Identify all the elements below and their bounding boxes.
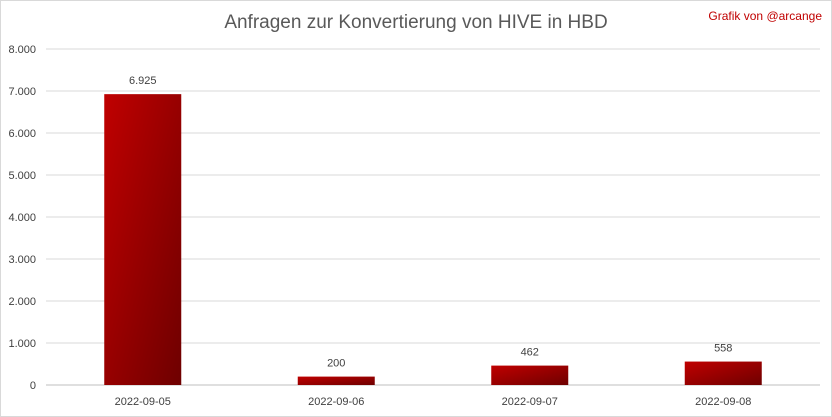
- bar: [684, 361, 762, 385]
- x-axis-ticks: 2022-09-05 2022-09-06 2022-09-07 2022-09-08: [115, 396, 752, 408]
- y-tick-label: 0: [30, 380, 36, 392]
- data-label: 200: [327, 358, 345, 370]
- x-tick-label: 2022-09-06: [308, 396, 364, 408]
- y-tick-label: 7.000: [8, 86, 36, 98]
- bar: [297, 376, 375, 385]
- bar: [104, 94, 182, 386]
- bar: [491, 365, 569, 385]
- y-tick-label: 6.000: [8, 128, 36, 140]
- y-axis-ticks: 0 1.000 2.000 3.000 4.000 5.000 6.000 7.000 8.00…: [8, 44, 36, 392]
- data-label: 462: [521, 347, 539, 359]
- x-tick-label: 2022-09-07: [502, 396, 558, 408]
- y-tick-label: 8.000: [8, 44, 36, 56]
- y-tick-label: 2.000: [8, 296, 36, 308]
- y-tick-label: 5.000: [8, 170, 36, 182]
- chart-credit: Grafik von @arcange: [708, 9, 822, 23]
- data-labels: 6.925 200 462 558: [129, 75, 732, 369]
- y-tick-label: 3.000: [8, 254, 36, 266]
- bars: [104, 94, 762, 386]
- y-tick-label: 4.000: [8, 212, 36, 224]
- data-label: 6.925: [129, 75, 157, 87]
- y-tick-label: 1.000: [8, 338, 36, 350]
- x-tick-label: 2022-09-08: [695, 396, 751, 408]
- x-tick-label: 2022-09-05: [115, 396, 171, 408]
- chart-title: Anfragen zur Konvertierung von HIVE in H…: [224, 12, 608, 33]
- data-label: 558: [714, 343, 732, 355]
